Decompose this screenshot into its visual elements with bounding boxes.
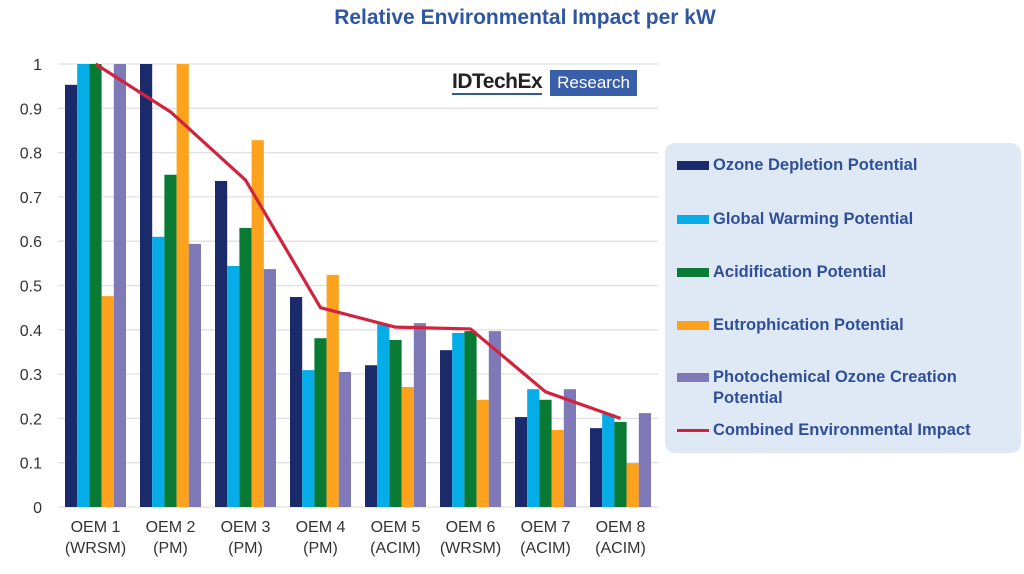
legend-color-swatch bbox=[677, 321, 709, 330]
bar-acidification-potential bbox=[239, 227, 252, 507]
x-tick-label: (WRSM) bbox=[440, 540, 501, 557]
bar-eutrophication-potential bbox=[176, 64, 189, 507]
bar-ozone-depletion-potential bbox=[590, 428, 603, 507]
logo-brand: IDTechEx bbox=[452, 70, 543, 95]
bar-ozone-depletion-potential bbox=[440, 350, 453, 507]
y-tick-label: 0.9 bbox=[20, 101, 42, 118]
bar-eutrophication-potential bbox=[251, 140, 264, 508]
legend-color-swatch bbox=[677, 268, 709, 277]
x-tick-label: (WRSM) bbox=[65, 540, 126, 557]
legend-color-swatch bbox=[677, 373, 709, 382]
combined-impact-line bbox=[94, 62, 622, 420]
x-tick-label: OEM 4 bbox=[296, 519, 346, 536]
legend-item: Ozone Depletion Potential bbox=[677, 155, 917, 176]
legend-item: Acidification Potential bbox=[677, 262, 886, 283]
x-tick-label: OEM 1 bbox=[71, 519, 121, 536]
bar-global-warming-potential bbox=[602, 413, 615, 507]
legend-item: Photochemical Ozone Creation Potential bbox=[677, 367, 1013, 409]
bar-eutrophication-potential bbox=[401, 386, 414, 507]
bar-acidification-potential bbox=[614, 421, 627, 507]
bar-global-warming-potential bbox=[77, 64, 90, 507]
bar-ozone-depletion-potential bbox=[215, 180, 228, 507]
y-tick-label: 0.1 bbox=[20, 456, 42, 473]
y-tick-label: 0.5 bbox=[20, 279, 42, 296]
legend-item: Eutrophication Potential bbox=[677, 315, 904, 336]
bar-acidification-potential bbox=[314, 338, 327, 507]
bar-acidification-potential bbox=[464, 331, 477, 507]
y-tick-label: 0 bbox=[33, 500, 42, 517]
bar-eutrophication-potential bbox=[551, 429, 564, 507]
bar-photochemical-ozone-creation-potential bbox=[113, 64, 126, 507]
bar-photochemical-ozone-creation-potential bbox=[563, 389, 576, 507]
bar-eutrophication-potential bbox=[626, 463, 639, 507]
x-tick-label: (ACIM) bbox=[595, 540, 646, 557]
idtechex-logo: IDTechEx Research bbox=[452, 70, 637, 96]
bar-eutrophication-potential bbox=[476, 399, 489, 507]
bar-global-warming-potential bbox=[452, 332, 465, 507]
x-tick-label: (PM) bbox=[228, 540, 263, 557]
logo-tag: Research bbox=[550, 70, 637, 96]
bar-ozone-depletion-potential bbox=[515, 417, 528, 507]
x-tick-label: OEM 6 bbox=[446, 519, 496, 536]
x-tick-label: (PM) bbox=[153, 540, 188, 557]
bar-ozone-depletion-potential bbox=[365, 365, 378, 507]
legend-label: Combined Environmental Impact bbox=[713, 421, 971, 439]
legend-label: Photochemical Ozone Creation Potential bbox=[713, 368, 957, 407]
legend-label: Global Warming Potential bbox=[713, 210, 914, 228]
bar-acidification-potential bbox=[89, 64, 102, 507]
y-tick-label: 0.6 bbox=[20, 234, 42, 251]
y-tick-label: 0.7 bbox=[20, 190, 42, 207]
bar-photochemical-ozone-creation-potential bbox=[263, 269, 276, 507]
legend-color-swatch bbox=[677, 215, 709, 224]
legend-color-swatch bbox=[677, 161, 709, 170]
bar-photochemical-ozone-creation-potential bbox=[338, 371, 351, 507]
bar-ozone-depletion-potential bbox=[65, 84, 78, 508]
bar-global-warming-potential bbox=[302, 370, 315, 507]
legend-label: Eutrophication Potential bbox=[713, 316, 904, 334]
y-tick-label: 0.2 bbox=[20, 411, 42, 428]
legend-item: Combined Environmental Impact bbox=[677, 420, 971, 441]
y-tick-label: 0.3 bbox=[20, 367, 42, 384]
bar-photochemical-ozone-creation-potential bbox=[413, 323, 426, 507]
bar-eutrophication-potential bbox=[326, 274, 339, 507]
legend-item: Global Warming Potential bbox=[677, 209, 913, 230]
y-tick-label: 0.4 bbox=[20, 323, 42, 340]
x-tick-label: (PM) bbox=[303, 540, 338, 557]
y-tick-label: 1 bbox=[33, 57, 42, 74]
bar-photochemical-ozone-creation-potential bbox=[188, 243, 201, 507]
bar-eutrophication-potential bbox=[101, 296, 114, 507]
x-tick-label: OEM 8 bbox=[596, 519, 646, 536]
x-tick-label: OEM 2 bbox=[146, 519, 196, 536]
legend: Ozone Depletion Potential Global Warming … bbox=[665, 143, 1021, 453]
x-tick-label: (ACIM) bbox=[370, 540, 421, 557]
bar-global-warming-potential bbox=[227, 266, 240, 507]
x-tick-label: (ACIM) bbox=[520, 540, 571, 557]
legend-line-swatch bbox=[677, 429, 709, 432]
bar-photochemical-ozone-creation-potential bbox=[638, 413, 651, 507]
legend-label: Acidification Potential bbox=[713, 263, 887, 281]
bar-acidification-potential bbox=[539, 399, 552, 507]
x-tick-label: OEM 7 bbox=[521, 519, 571, 536]
x-tick-label: OEM 5 bbox=[371, 519, 421, 536]
bar-acidification-potential bbox=[389, 339, 402, 507]
bar-photochemical-ozone-creation-potential bbox=[488, 331, 501, 507]
x-tick-label: OEM 3 bbox=[221, 519, 271, 536]
legend-label: Ozone Depletion Potential bbox=[713, 156, 918, 174]
bar-global-warming-potential bbox=[152, 236, 165, 507]
y-tick-label: 0.8 bbox=[20, 146, 42, 163]
bar-ozone-depletion-potential bbox=[290, 297, 303, 507]
chart-title: Relative Environmental Impact per kW bbox=[334, 6, 716, 29]
bar-acidification-potential bbox=[164, 174, 177, 507]
bar-global-warming-potential bbox=[527, 389, 540, 507]
bar-global-warming-potential bbox=[377, 324, 390, 507]
bar-ozone-depletion-potential bbox=[140, 64, 153, 507]
